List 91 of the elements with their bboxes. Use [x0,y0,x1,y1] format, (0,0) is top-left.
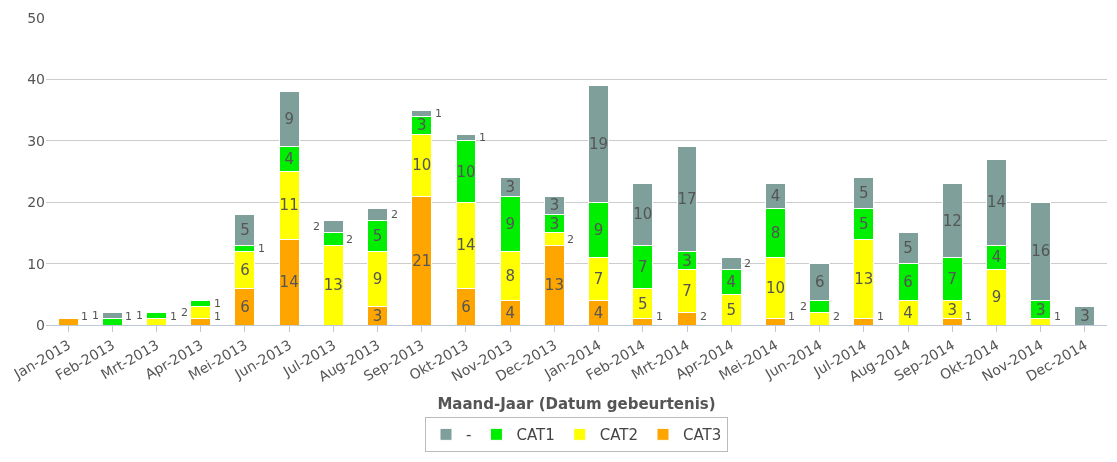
data-label: 1 [656,310,663,323]
data-label: 14 [456,236,476,255]
data-label: 19 [589,134,609,153]
data-label: 3 [505,177,515,196]
data-label: 5 [903,239,913,258]
data-label: 1 [136,309,143,322]
data-label: 1 [214,310,221,323]
data-label: 2 [313,220,320,233]
bar [57,318,79,325]
data-label: 6 [461,297,471,316]
data-label: 1 [1054,310,1061,323]
data-label: 1 [170,310,177,323]
data-label: 7 [638,257,648,276]
data-label: 3 [1035,300,1046,319]
data-label: 12 [942,211,962,230]
data-label: 3 [549,196,560,215]
data-label: 1 [214,297,221,310]
data-label: 10 [412,156,432,175]
data-label: 9 [991,288,1002,307]
data-label: 3 [1080,306,1090,325]
data-label: 2 [800,300,807,313]
data-label: 4 [903,303,913,322]
data-label: 5 [240,220,250,239]
data-label: 5 [638,294,648,313]
data-label: 9 [284,110,294,129]
data-label: 5 [859,214,869,233]
data-label: 10 [765,279,785,298]
data-label: 5 [726,300,736,319]
data-label: 6 [814,273,825,292]
data-label: 2 [346,233,353,246]
data-label: 3 [372,306,383,325]
data-label: 21 [412,251,432,270]
data-label: 2 [181,306,188,319]
data-label: 4 [991,248,1002,267]
data-label: 3 [417,116,427,135]
data-label: 7 [593,269,604,288]
data-label: 4 [770,187,781,206]
data-label: 2 [391,208,398,221]
data-label: 1 [435,107,442,120]
y-tick-label: 20 [27,194,45,211]
data-label: 1 [965,310,972,323]
data-label: 16 [1031,242,1051,261]
data-label: 3 [549,214,560,233]
data-label: 7 [682,282,692,301]
data-label: 4 [726,273,736,292]
data-label: 9 [593,220,604,239]
data-label: 9 [505,214,515,233]
data-label: 8 [770,223,781,242]
data-label: 8 [505,266,515,285]
data-label: 1 [92,309,99,322]
data-label: 5 [859,183,869,202]
data-label: 4 [284,150,294,169]
data-label: 7 [947,269,958,288]
data-label: 6 [240,260,250,279]
legend-label: CAT3 [682,426,722,445]
data-label: 2 [833,310,840,323]
data-label: 10 [633,205,653,224]
data-label: 4 [593,303,604,322]
data-label: 4 [505,303,515,322]
data-label: 2 [744,257,751,270]
y-tick-label: 50 [27,9,45,26]
y-tick-label: 10 [27,255,45,272]
data-label: 14 [986,193,1007,212]
data-label: 6 [240,297,250,316]
y-tick-label: 0 [36,316,45,333]
data-label: 5 [372,226,383,245]
data-label: 1 [479,131,486,144]
data-label: 1 [258,242,265,255]
data-label: 2 [567,233,574,246]
data-label: 9 [372,269,383,288]
y-tick-label: 30 [27,132,45,149]
data-label: 3 [682,251,692,270]
data-label: 2 [700,310,707,323]
y-tick-label: 40 [27,71,45,88]
data-label: 14 [279,273,299,292]
data-label: 1 [125,310,132,323]
legend-label: CAT2 [599,426,638,445]
data-label: 11 [279,196,299,215]
data-label: 10 [456,162,476,181]
data-label: 17 [677,190,697,209]
data-label: 6 [903,273,913,292]
data-label: 1 [81,310,88,323]
data-label: 3 [947,300,958,319]
data-label: 1 [788,310,795,323]
data-label: 13 [854,269,874,288]
data-label: 13 [544,276,564,295]
data-label: 1 [877,310,884,323]
x-axis-title: Maand-Jaar (Datum gebeurtenis) [437,395,716,414]
legend-label: - [466,426,472,445]
data-label: 13 [323,276,343,295]
legend-label: CAT1 [516,426,555,445]
